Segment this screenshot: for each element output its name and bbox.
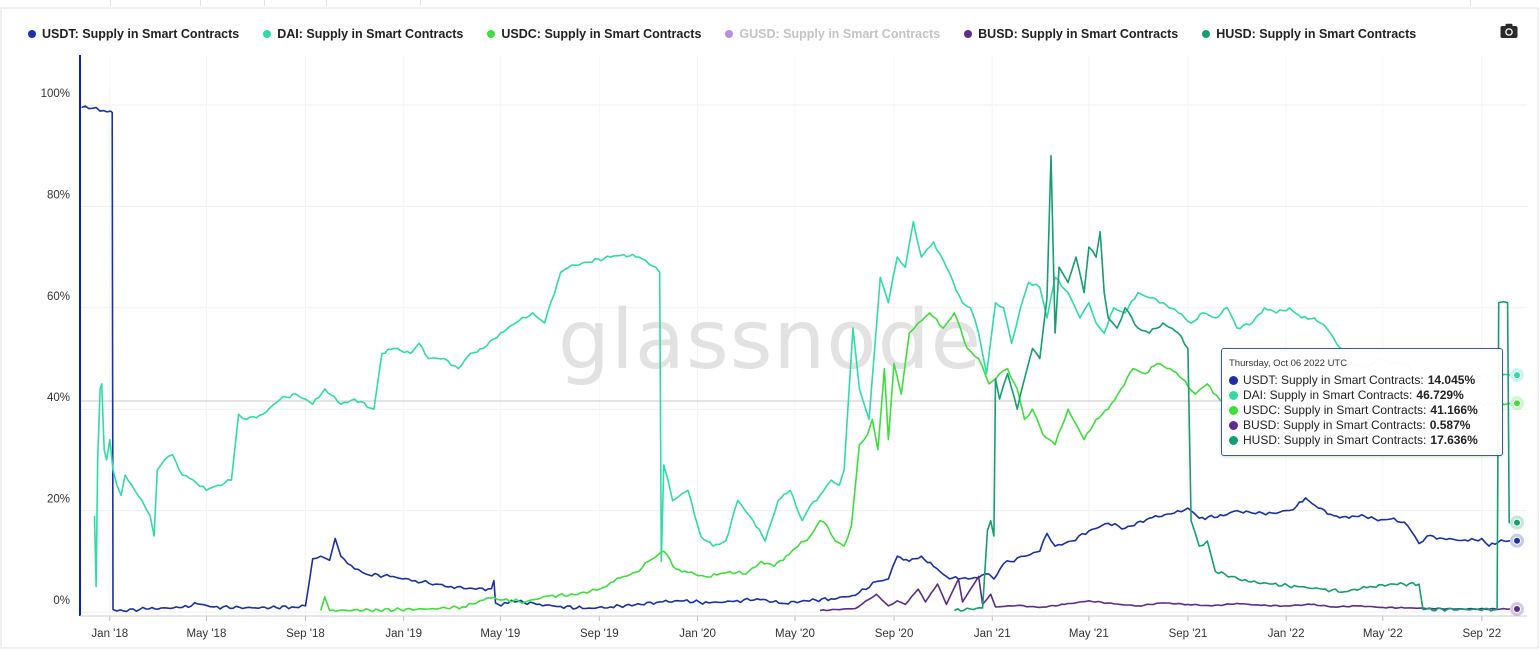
legend-item-dai[interactable]: DAI: Supply in Smart Contracts xyxy=(263,27,463,41)
legend-dot-usdt xyxy=(28,30,36,38)
tooltip-value-usdc: 41.166% xyxy=(1430,403,1478,417)
legend-label-gusd: GUSD: Supply in Smart Contracts xyxy=(739,27,941,41)
grid xyxy=(80,55,1527,621)
x-tick-label: Jan '22 xyxy=(1268,628,1305,640)
tooltip-row-busd: BUSD: Supply in Smart Contracts: 0.587% xyxy=(1229,418,1470,432)
tooltip-value-husd: 17.636% xyxy=(1430,433,1478,447)
tooltip-date: Thursday, Oct 06 2022 UTC xyxy=(1229,358,1348,369)
chart-frame xyxy=(0,7,1539,649)
x-tick-label: Jan '19 xyxy=(385,628,422,640)
hover-point xyxy=(1513,536,1521,545)
legend-dot-busd xyxy=(964,30,973,38)
x-tick-label: Jan '21 xyxy=(974,628,1011,640)
legend-item-husd[interactable]: HUSD: Supply in Smart Contracts xyxy=(1202,27,1416,41)
y-tick-label: 20% xyxy=(47,494,70,506)
legend-dot-usdc xyxy=(487,30,496,38)
tooltip-value-dai: 46.729% xyxy=(1416,388,1464,402)
tooltip-value-usdt: 14.045% xyxy=(1427,373,1476,387)
legend-label-usdt: USDT: Supply in Smart Contracts xyxy=(42,27,240,41)
tooltip-label-usdc: USDC: Supply in Smart Contracts: xyxy=(1243,403,1427,417)
y-tick-label: 0% xyxy=(53,595,70,607)
legend-dot-gusd xyxy=(725,30,734,38)
tooltip-label-husd: HUSD: Supply in Smart Contracts: xyxy=(1243,433,1427,447)
tooltip-dot-usdt xyxy=(1229,375,1238,385)
tooltip-dot-dai xyxy=(1229,390,1238,400)
x-tick-label: Sep '20 xyxy=(875,628,914,640)
hover-point xyxy=(1513,605,1521,614)
legend-item-busd[interactable]: BUSD: Supply in Smart Contracts xyxy=(964,27,1178,41)
legend: USDT: Supply in Smart Contracts DAI: Sup… xyxy=(28,24,1440,44)
camera-icon[interactable] xyxy=(1500,23,1518,39)
tooltip-row-dai: DAI: Supply in Smart Contracts: 46.729% xyxy=(1229,388,1464,402)
x-tick-label: May '18 xyxy=(186,628,226,640)
x-tick-labels: Jan '18 May '18 Sep '18 Jan '19 May '19 Sep '… xyxy=(91,628,1501,640)
tooltip-row-husd: HUSD: Supply in Smart Contracts: 17.636% xyxy=(1229,433,1478,447)
tooltip-label-usdt: USDT: Supply in Smart Contracts: xyxy=(1243,373,1424,387)
legend-item-usdc[interactable]: USDC: Supply in Smart Contracts xyxy=(487,27,701,41)
x-tick-label: May '22 xyxy=(1363,628,1403,640)
series-line-busd xyxy=(819,575,1511,612)
legend-dot-dai xyxy=(263,30,272,38)
x-tick-label: Sep '22 xyxy=(1462,628,1501,640)
legend-label-usdc: USDC: Supply in Smart Contracts xyxy=(501,27,702,41)
series-line-usdt xyxy=(81,105,1511,613)
legend-dot-husd xyxy=(1202,30,1211,38)
hover-point xyxy=(1513,371,1521,380)
y-tick-labels: 0% 20% 40% 60% 80% 100% xyxy=(41,88,70,607)
legend-label-dai: DAI: Supply in Smart Contracts xyxy=(277,27,464,41)
tooltip-value-busd: 0.587% xyxy=(1429,418,1471,432)
y-tick-label: 80% xyxy=(47,189,70,201)
tooltip-row-usdc: USDC: Supply in Smart Contracts: 41.166% xyxy=(1229,403,1478,417)
tooltip-row-usdt: USDT: Supply in Smart Contracts: 14.045% xyxy=(1229,373,1475,387)
tooltip-label-dai: DAI: Supply in Smart Contracts: xyxy=(1243,388,1413,402)
x-tick-label: Sep '18 xyxy=(286,628,325,640)
watermark: glassnode xyxy=(558,293,982,388)
x-tick-label: May '20 xyxy=(775,628,815,640)
y-tick-label: 100% xyxy=(41,88,70,100)
hover-markers xyxy=(1510,368,1524,617)
hover-point xyxy=(1513,518,1521,527)
legend-item-usdt[interactable]: USDT: Supply in Smart Contracts xyxy=(28,27,239,41)
top-divider xyxy=(0,0,1539,6)
hover-point xyxy=(1513,399,1521,408)
tooltip-dot-husd xyxy=(1229,435,1238,445)
series-line-husd xyxy=(954,154,1510,612)
x-tick-label: Jan '18 xyxy=(91,628,128,640)
y-tick-label: 60% xyxy=(47,291,70,303)
series-line-dai xyxy=(93,220,1511,588)
y-tick-label: 40% xyxy=(47,392,70,404)
tooltip-dot-busd xyxy=(1229,420,1238,430)
legend-label-busd: BUSD: Supply in Smart Contracts xyxy=(978,27,1179,41)
x-tick-label: May '21 xyxy=(1069,628,1109,640)
legend-item-gusd[interactable]: GUSD: Supply in Smart Contracts xyxy=(725,27,940,41)
x-tick-label: Sep '21 xyxy=(1169,628,1208,640)
tooltip-dot-usdc xyxy=(1229,405,1238,415)
x-tick-label: May '19 xyxy=(480,628,520,640)
tooltip: Thursday, Oct 06 2022 UTC USDT: Supply i… xyxy=(1221,348,1503,456)
x-tick-label: Sep '19 xyxy=(580,628,619,640)
x-tick-label: Jan '20 xyxy=(679,628,716,640)
tooltip-label-busd: BUSD: Supply in Smart Contracts: xyxy=(1243,418,1426,432)
legend-label-husd: HUSD: Supply in Smart Contracts xyxy=(1216,27,1417,41)
